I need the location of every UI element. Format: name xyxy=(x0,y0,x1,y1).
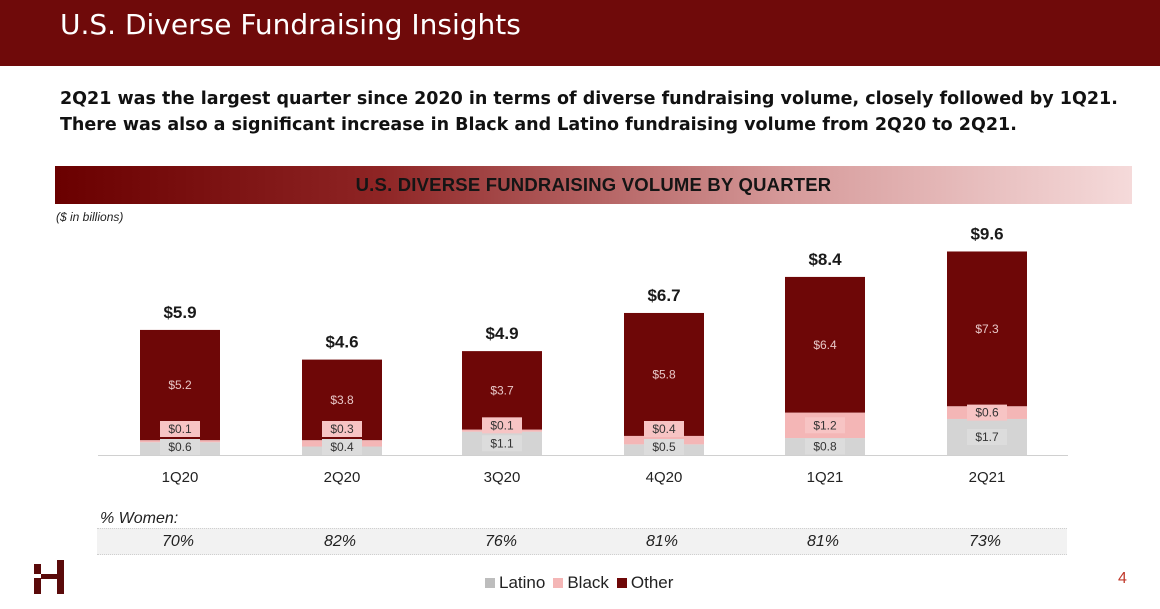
data-label-bg-black-1q21 xyxy=(805,417,845,434)
x-tick-label-2q20: 2Q20 xyxy=(324,469,361,486)
women-value-3q20: 76% xyxy=(484,533,518,550)
women-value-2q21: 73% xyxy=(968,533,1002,550)
x-tick-label-1q21: 1Q21 xyxy=(807,469,844,486)
x-tick-label-1q20: 1Q20 xyxy=(162,469,199,486)
legend-item-black: Black xyxy=(553,573,609,593)
chart-title: U.S. DIVERSE FUNDRAISING VOLUME BY QUART… xyxy=(355,174,832,195)
data-label-latino-3q20: $1.1 xyxy=(490,436,514,450)
women-label: % Women: xyxy=(100,510,179,527)
total-label-3q20: $4.9 xyxy=(485,324,518,343)
total-label-1q20: $5.9 xyxy=(163,303,196,322)
total-label-4q20: $6.7 xyxy=(647,286,680,305)
data-label-black-1q20: $0.1 xyxy=(168,422,192,436)
data-label-bg-black-4q20 xyxy=(644,421,684,437)
data-label-other-2q21: $7.3 xyxy=(975,322,999,336)
bar-segment-other-3q20 xyxy=(462,351,542,430)
data-label-other-3q20: $3.7 xyxy=(490,383,514,397)
data-label-bg-latino-2q20 xyxy=(322,439,362,455)
data-label-bg-latino-4q20 xyxy=(644,439,684,455)
data-label-black-1q21: $1.2 xyxy=(813,418,837,432)
total-label-2q20: $4.6 xyxy=(325,333,358,352)
data-label-latino-4q20: $0.5 xyxy=(652,440,676,454)
data-label-bg-latino-1q21 xyxy=(805,438,845,455)
legend-swatch-other xyxy=(616,578,627,588)
women-value-1q21: 81% xyxy=(806,533,840,550)
women-value-4q20: 81% xyxy=(645,533,679,550)
data-label-other-2q20: $3.8 xyxy=(330,393,354,407)
total-label-1q21: $8.4 xyxy=(808,250,842,269)
x-tick-label-4q20: 4Q20 xyxy=(646,469,683,486)
data-label-other-4q20: $5.8 xyxy=(652,367,676,381)
bar-segment-other-4q20 xyxy=(624,312,704,436)
chart-title-banner: U.S. DIVERSE FUNDRAISING VOLUME BY QUART… xyxy=(55,166,1132,204)
women-value-1q20: 70% xyxy=(161,533,195,550)
x-tick-label-2q21: 2Q21 xyxy=(969,469,1006,486)
women-value-2q20: 82% xyxy=(323,533,357,550)
data-label-black-2q20: $0.3 xyxy=(330,422,354,436)
data-label-bg-latino-1q20 xyxy=(160,439,200,455)
x-tick-label-3q20: 3Q20 xyxy=(484,469,521,486)
data-label-latino-1q21: $0.8 xyxy=(813,440,837,454)
data-label-bg-black-3q20 xyxy=(482,417,522,434)
legend-item-latino: Latino xyxy=(485,573,545,593)
data-label-other-1q21: $6.4 xyxy=(813,338,837,352)
legend-item-other: Other xyxy=(616,573,674,593)
data-label-latino-1q20: $0.6 xyxy=(168,440,192,454)
total-label-2q21: $9.6 xyxy=(970,224,1003,243)
data-label-black-2q21: $0.6 xyxy=(975,406,999,420)
units-note: ($ in billions) xyxy=(56,210,124,224)
data-label-bg-latino-3q20 xyxy=(482,435,522,452)
page-number: 4 xyxy=(1118,570,1127,587)
data-label-bg-black-2q20 xyxy=(322,421,362,437)
data-label-latino-2q21: $1.7 xyxy=(975,430,999,444)
page-title: U.S. Diverse Fundraising Insights xyxy=(60,8,521,41)
data-label-other-1q20: $5.2 xyxy=(168,378,192,392)
chart-legend: Latino Black Other xyxy=(485,572,681,594)
bar-segment-other-2q21 xyxy=(947,251,1027,407)
legend-label-black: Black xyxy=(567,573,609,592)
subtitle-text: 2Q21 was the largest quarter since 2020 … xyxy=(60,89,1118,135)
data-label-black-4q20: $0.4 xyxy=(652,422,676,436)
data-label-black-3q20: $0.1 xyxy=(490,418,514,432)
women-strip xyxy=(97,528,1067,555)
company-logo-icon xyxy=(34,560,64,594)
bar-segment-other-1q21 xyxy=(785,276,865,413)
legend-swatch-latino xyxy=(485,578,495,588)
header-bar: U.S. Diverse Fundraising Insights xyxy=(0,0,1160,66)
legend-label-other: Other xyxy=(630,573,674,592)
data-label-bg-black-1q20 xyxy=(160,421,200,437)
data-label-bg-latino-2q21 xyxy=(967,428,1007,445)
legend-swatch-black xyxy=(553,578,564,588)
legend-label-latino: Latino xyxy=(499,573,546,592)
data-label-bg-black-2q21 xyxy=(967,404,1007,421)
data-label-latino-2q20: $0.4 xyxy=(330,440,354,454)
